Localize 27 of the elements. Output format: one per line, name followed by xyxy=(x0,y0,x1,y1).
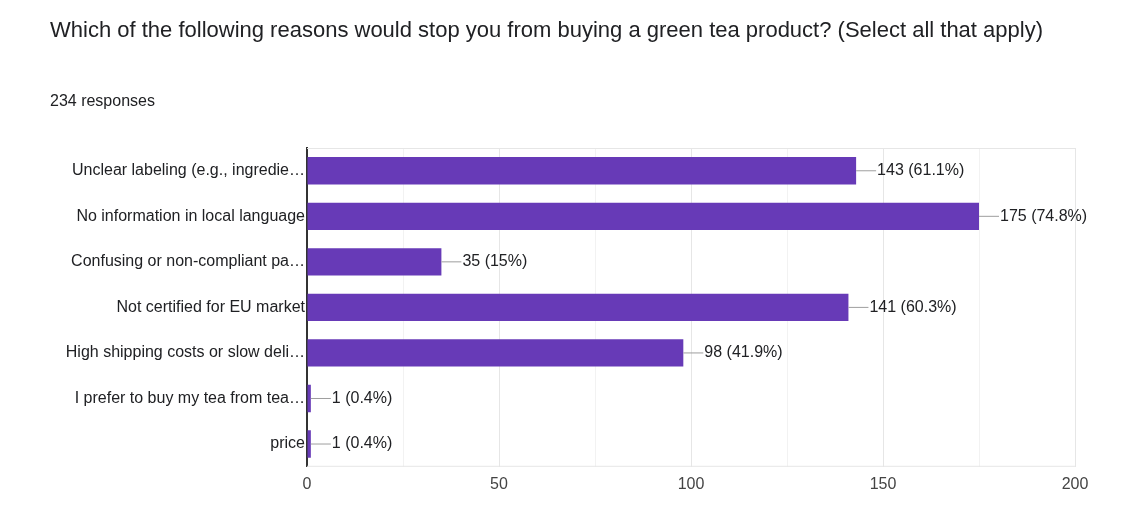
bar xyxy=(307,293,849,322)
x-tick-label: 200 xyxy=(1061,474,1089,492)
text: 234 responses xyxy=(50,92,155,110)
data-label: 1 (0.4%) xyxy=(331,388,393,406)
bar xyxy=(307,430,311,458)
y-tick-label: Not certified for EU market xyxy=(116,297,306,315)
data-label: 175 (74.8%) xyxy=(1000,206,1088,224)
x-tick-label: 150 xyxy=(869,474,897,492)
y-tick-label: price xyxy=(270,434,306,452)
y-tick-label: No information in local language xyxy=(76,206,306,224)
x-tick-label: 0 xyxy=(302,474,312,492)
y-tick-label: Confusing or non-compliant pa… xyxy=(71,252,305,270)
x-tick-label: 50 xyxy=(490,474,508,492)
bar xyxy=(307,248,442,276)
x-tick-label: 100 xyxy=(677,474,705,492)
data-label: 141 (60.3%) xyxy=(869,297,957,315)
bar xyxy=(307,339,684,367)
y-tick-label: High shipping costs or slow deli… xyxy=(65,343,305,361)
bar xyxy=(307,202,979,230)
chart-title: Which of the following reasons would stop you from buying a green tea product? (Select all that apply) xyxy=(50,16,1044,44)
data-label: 98 (41.9%) xyxy=(704,343,783,361)
data-label: 1 (0.4%) xyxy=(331,434,393,452)
data-label: 35 (15%) xyxy=(462,252,528,270)
data-label: 143 (61.1%) xyxy=(877,161,965,179)
bar xyxy=(307,157,857,185)
y-tick-label: Unclear labeling (e.g., ingredie… xyxy=(71,161,305,179)
y-tick-label: I prefer to buy my tea from tea… xyxy=(74,388,305,406)
